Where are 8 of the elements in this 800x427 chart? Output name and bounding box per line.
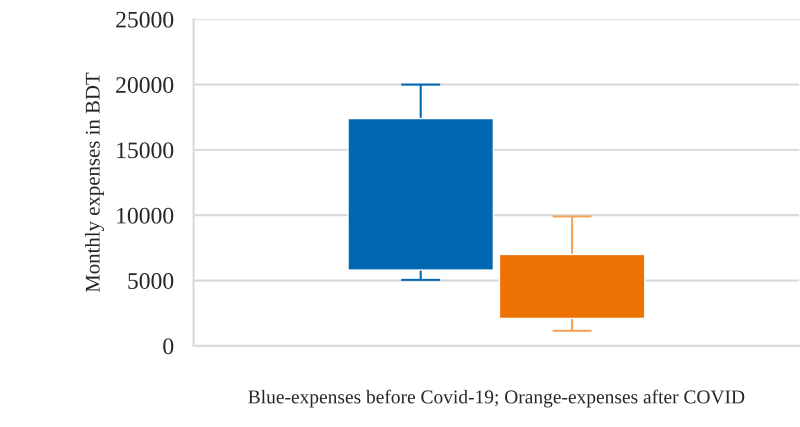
y-tick-label: 5000 bbox=[128, 273, 174, 289]
y-tick-label: 20000 bbox=[116, 77, 174, 93]
x-axis-title: Blue-expenses before Covid-19; Orange-expenses after COVID bbox=[248, 390, 744, 408]
y-tick-label: 15000 bbox=[117, 142, 174, 158]
y-tick-label: 25000 bbox=[116, 12, 174, 28]
y-tick-label: 0 bbox=[163, 338, 174, 354]
y-tick-label: 10000 bbox=[117, 208, 174, 224]
y-axis-title: Monthly expenses in BDT bbox=[85, 72, 104, 292]
